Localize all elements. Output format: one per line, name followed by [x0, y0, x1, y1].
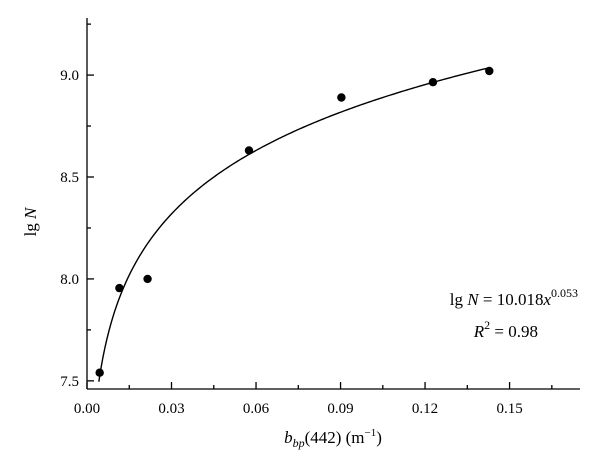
y-ticks: 7.5 8.0 8.5 9.0	[60, 23, 94, 390]
data-point	[485, 66, 494, 76]
axes	[86, 18, 580, 390]
data-points	[95, 66, 494, 377]
data-point	[95, 368, 104, 377]
fit-equation: lg N = 10.018x0.053	[450, 286, 578, 309]
y-tick-label: 8.5	[60, 170, 79, 186]
x-ticks: 0.00 0.03 0.06 0.09 0.12 0.15	[74, 382, 553, 417]
data-point	[244, 146, 254, 155]
x-tick-label: 0.15	[496, 401, 522, 417]
data-point	[337, 93, 346, 102]
data-point	[428, 78, 438, 87]
data-point	[115, 283, 124, 293]
x-tick-label: 0.00	[74, 401, 100, 417]
data-point	[143, 274, 152, 284]
x-tick-label: 0.09	[327, 401, 353, 417]
y-tick-label: 8.0	[60, 272, 79, 288]
y-tick-label: 7.5	[60, 374, 79, 390]
r-squared-label: R2 = 0.98	[473, 318, 538, 341]
x-tick-label: 0.03	[158, 401, 184, 417]
x-tick-label: 0.06	[243, 401, 270, 417]
y-tick-label: 9.0	[60, 68, 79, 84]
fit-curve	[98, 66, 491, 382]
x-tick-label: 0.12	[412, 401, 438, 417]
x-axis-title: bbp(442) (m−1)	[284, 427, 382, 450]
y-axis-title: lg N	[21, 206, 40, 236]
